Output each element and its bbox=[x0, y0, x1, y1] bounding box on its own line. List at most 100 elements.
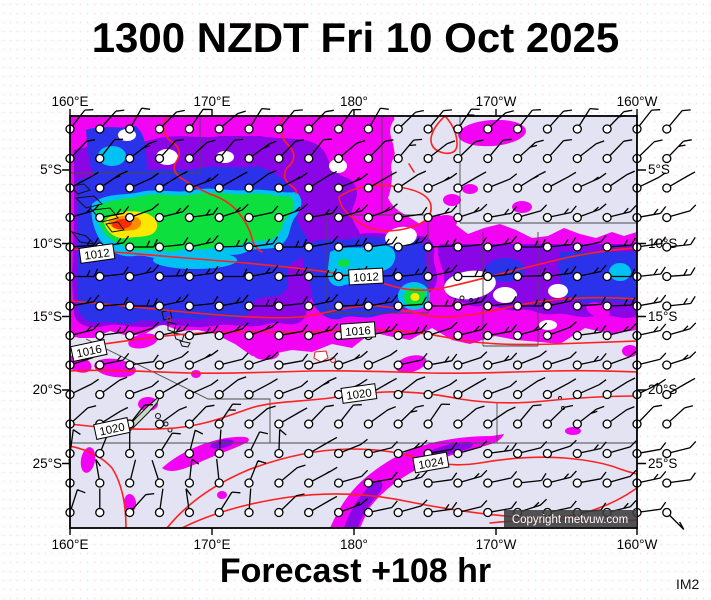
svg-text:1024: 1024 bbox=[418, 456, 446, 472]
wind-barb-station bbox=[662, 478, 672, 488]
wind-barb-station bbox=[184, 212, 195, 223]
lon-label-bottom-170e: 170°E bbox=[193, 537, 231, 552]
wind-barb-station bbox=[602, 478, 612, 488]
wind-barb-station bbox=[214, 153, 224, 164]
wind-barb-station bbox=[244, 448, 254, 459]
wind-barb-station bbox=[572, 271, 582, 282]
wind-barb-station bbox=[95, 212, 105, 223]
wind-barb-station bbox=[274, 389, 284, 400]
isobar-label-1020-center: 1020 bbox=[340, 383, 378, 404]
wind-barb-station bbox=[662, 330, 672, 341]
wind-barb-station bbox=[602, 183, 612, 193]
wind-barb-station bbox=[154, 330, 165, 341]
map-id-tag: IM2 bbox=[676, 576, 700, 592]
rain-patch bbox=[443, 194, 461, 206]
wind-barb-station bbox=[304, 242, 314, 252]
wind-barb-station bbox=[393, 507, 403, 518]
wind-barb-station bbox=[483, 507, 493, 518]
wind-barb-station bbox=[393, 360, 403, 370]
wind-barb-station bbox=[393, 183, 403, 193]
wind-barb-station bbox=[542, 124, 553, 134]
wind-barb-station bbox=[423, 360, 433, 370]
wind-barb-station bbox=[602, 271, 612, 282]
wind-barb-station bbox=[393, 389, 403, 400]
wind-barb-station bbox=[154, 242, 165, 252]
wind-barb-station bbox=[542, 389, 553, 400]
wind-barb-station bbox=[244, 212, 254, 223]
lat-label-right-15s: 15°S bbox=[648, 309, 678, 324]
wind-barb-station bbox=[363, 478, 374, 488]
wind-barb-station bbox=[512, 124, 523, 134]
wind-barb-station bbox=[154, 153, 165, 164]
lat-label-left-15s: 15°S bbox=[32, 309, 62, 324]
axis-ticks bbox=[62, 109, 646, 535]
wind-barb-station bbox=[483, 448, 493, 459]
wind-barb-station bbox=[512, 212, 523, 223]
wind-barb-station bbox=[423, 507, 433, 518]
wind-barb-station bbox=[363, 242, 374, 252]
lon-label-top-160e: 160°E bbox=[51, 94, 89, 109]
lon-label-top-160w: 160°W bbox=[616, 94, 658, 109]
wind-barb-station bbox=[662, 301, 672, 311]
wind-barb-station bbox=[244, 360, 254, 370]
wind-barb-station bbox=[274, 448, 284, 459]
wind-barb-station bbox=[184, 242, 195, 252]
wind-barb-layer bbox=[65, 107, 697, 530]
wind-barb-station bbox=[662, 448, 672, 459]
lat-label-left-25s: 25°S bbox=[32, 456, 62, 471]
wind-barb-station bbox=[333, 448, 344, 459]
wind-barb-station bbox=[363, 212, 374, 223]
wind-barb-station bbox=[512, 242, 523, 252]
wind-barb-station bbox=[423, 478, 433, 488]
wind-barb-station bbox=[453, 419, 463, 429]
rain-area-cyan-streak bbox=[153, 251, 237, 269]
isobar-line bbox=[70, 445, 127, 528]
wind-barb-station bbox=[542, 330, 553, 341]
wind-barb-station bbox=[304, 330, 314, 341]
wind-barb-station bbox=[453, 507, 463, 518]
lat-label-right-25s: 25°S bbox=[648, 456, 678, 471]
wind-barb-station bbox=[244, 124, 254, 134]
wind-barb-station bbox=[602, 153, 612, 164]
lon-label-bottom-160e: 160°E bbox=[51, 537, 89, 552]
rain-patch bbox=[512, 201, 532, 213]
wind-barb-station bbox=[184, 448, 195, 459]
wind-barb-station bbox=[95, 360, 105, 370]
wind-barb-station bbox=[542, 360, 553, 370]
samoa-island bbox=[469, 298, 473, 302]
wind-barb-station bbox=[423, 330, 433, 341]
wind-barb-station bbox=[483, 212, 493, 223]
wind-barb-station bbox=[125, 242, 135, 252]
watermark-text: Copyright metvuw.com bbox=[512, 514, 628, 526]
wind-barb-station bbox=[483, 389, 493, 400]
wind-barb-station bbox=[304, 271, 314, 282]
wind-barb-station bbox=[244, 153, 254, 164]
wind-barb-station bbox=[363, 153, 374, 164]
wind-barb-station bbox=[304, 212, 314, 223]
wind-barb-station bbox=[453, 360, 463, 370]
wind-barb-station bbox=[393, 419, 403, 429]
rain-patch bbox=[435, 215, 457, 229]
wind-barb-station bbox=[333, 124, 344, 134]
wind-barb-station bbox=[333, 507, 344, 518]
rain-area-yellowgreen-spot bbox=[410, 293, 420, 301]
wind-barb-station bbox=[512, 153, 523, 164]
wind-barb-station bbox=[95, 507, 105, 518]
wind-barb-station bbox=[423, 183, 433, 193]
rain-area-cyan-east bbox=[609, 263, 631, 281]
wind-barb-station bbox=[512, 389, 523, 400]
wind-barb-station bbox=[483, 330, 493, 341]
white-patch bbox=[548, 284, 568, 298]
wind-barb-station bbox=[274, 271, 284, 282]
wind-barb-station bbox=[244, 419, 254, 429]
wind-barb-station bbox=[333, 360, 344, 370]
wind-barb-station bbox=[304, 124, 314, 134]
lon-label-top-170w: 170°W bbox=[475, 94, 517, 109]
wind-barb-station bbox=[154, 478, 165, 488]
wind-barb-station bbox=[542, 183, 553, 193]
solomon-islands-coast bbox=[70, 183, 125, 245]
wind-barb-station bbox=[333, 242, 344, 252]
rain-blob bbox=[123, 494, 137, 512]
wind-barb-station bbox=[184, 271, 195, 282]
